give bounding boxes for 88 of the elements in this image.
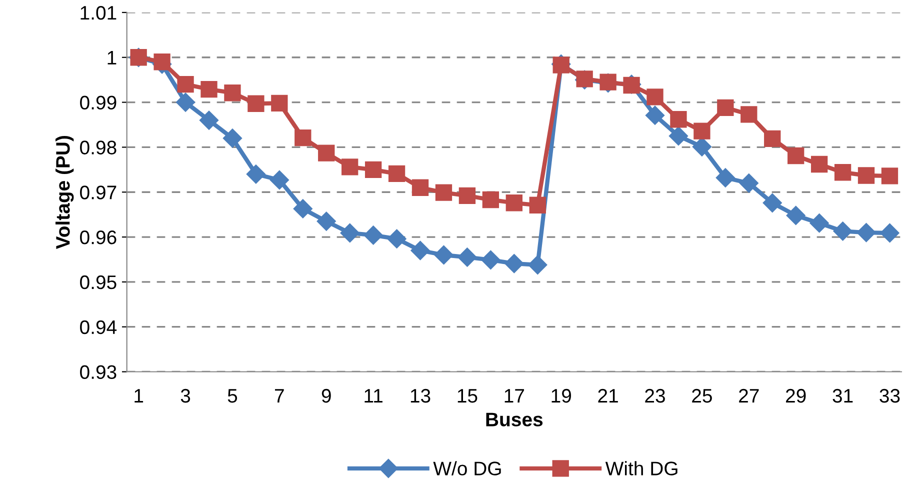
point bbox=[270, 170, 289, 190]
point bbox=[786, 206, 806, 225]
point bbox=[387, 229, 406, 248]
point bbox=[246, 164, 266, 184]
point bbox=[248, 95, 264, 112]
point bbox=[177, 76, 194, 93]
point bbox=[668, 126, 688, 146]
point bbox=[600, 74, 616, 90]
point bbox=[788, 147, 804, 164]
point bbox=[176, 92, 196, 112]
point bbox=[458, 187, 476, 204]
point bbox=[739, 174, 758, 193]
point bbox=[810, 156, 828, 173]
point bbox=[858, 167, 875, 184]
point bbox=[856, 223, 876, 242]
point bbox=[200, 80, 218, 98]
point bbox=[694, 122, 710, 140]
x-tick-label: 33 bbox=[880, 388, 900, 403]
point bbox=[364, 226, 383, 245]
point bbox=[271, 94, 288, 112]
x-tick-label: 23 bbox=[645, 388, 665, 403]
y-tick-label: 0.94 bbox=[80, 320, 117, 334]
x-tick-label: 7 bbox=[275, 389, 284, 403]
point bbox=[528, 255, 548, 274]
point bbox=[388, 165, 406, 182]
point bbox=[740, 106, 758, 123]
point bbox=[834, 164, 852, 181]
point bbox=[222, 128, 242, 148]
point bbox=[762, 193, 782, 212]
x-tick-label: 5 bbox=[228, 389, 238, 403]
x-tick-label: 31 bbox=[832, 388, 853, 403]
point bbox=[293, 199, 312, 218]
point bbox=[716, 168, 735, 188]
y-tick-label: 0.95 bbox=[80, 275, 116, 290]
y-tick-label: 0.96 bbox=[80, 230, 116, 244]
x-tick-label: 19 bbox=[552, 388, 571, 403]
x-tick-label: 15 bbox=[458, 389, 478, 403]
point bbox=[506, 194, 522, 212]
x-tick-label: 25 bbox=[692, 388, 712, 403]
point bbox=[318, 144, 335, 162]
x-tick-label: 3 bbox=[180, 388, 190, 403]
point bbox=[764, 130, 781, 148]
point bbox=[410, 240, 430, 260]
x-tick-label: 27 bbox=[739, 388, 759, 403]
point bbox=[881, 168, 898, 184]
point bbox=[154, 54, 170, 70]
x-tick-label: 1 bbox=[134, 389, 144, 403]
point bbox=[504, 254, 524, 274]
point bbox=[224, 84, 241, 102]
y-tick-label: 1.01 bbox=[80, 6, 116, 20]
x-tick-label: 9 bbox=[322, 388, 331, 403]
x-tick-label: 13 bbox=[410, 388, 430, 403]
point bbox=[458, 248, 477, 267]
legend-label: W/o DG bbox=[433, 461, 501, 476]
point bbox=[364, 161, 382, 178]
point bbox=[482, 191, 500, 208]
point bbox=[435, 184, 452, 201]
point bbox=[576, 70, 593, 88]
x-tick-label: 11 bbox=[364, 389, 382, 403]
x-axis-title: Buses bbox=[486, 412, 543, 426]
point bbox=[645, 106, 665, 125]
point bbox=[434, 245, 454, 265]
point bbox=[342, 158, 358, 176]
point bbox=[294, 129, 312, 146]
point bbox=[552, 56, 570, 74]
point bbox=[481, 250, 500, 270]
point bbox=[340, 223, 360, 243]
y-tick-label: 0.93 bbox=[80, 365, 116, 379]
y-tick-label: 1 bbox=[108, 51, 116, 64]
point bbox=[646, 88, 664, 106]
point bbox=[833, 222, 852, 241]
point bbox=[529, 196, 546, 214]
point bbox=[717, 99, 734, 116]
y-tick-label: 0.99 bbox=[80, 96, 116, 110]
point bbox=[670, 111, 687, 128]
y-tick-label: 0.98 bbox=[80, 140, 116, 154]
x-tick-label: 21 bbox=[598, 388, 618, 403]
point bbox=[412, 179, 429, 196]
point bbox=[880, 223, 900, 243]
x-tick-label: 17 bbox=[504, 389, 524, 403]
x-tick-label: 29 bbox=[786, 388, 806, 403]
legend-label: With DG bbox=[605, 461, 678, 476]
point bbox=[692, 137, 712, 156]
y-axis-title: Voltage (PU) bbox=[56, 136, 74, 250]
point bbox=[199, 110, 219, 130]
point bbox=[316, 212, 336, 231]
point bbox=[810, 214, 829, 233]
y-tick-label: 0.97 bbox=[80, 186, 116, 200]
